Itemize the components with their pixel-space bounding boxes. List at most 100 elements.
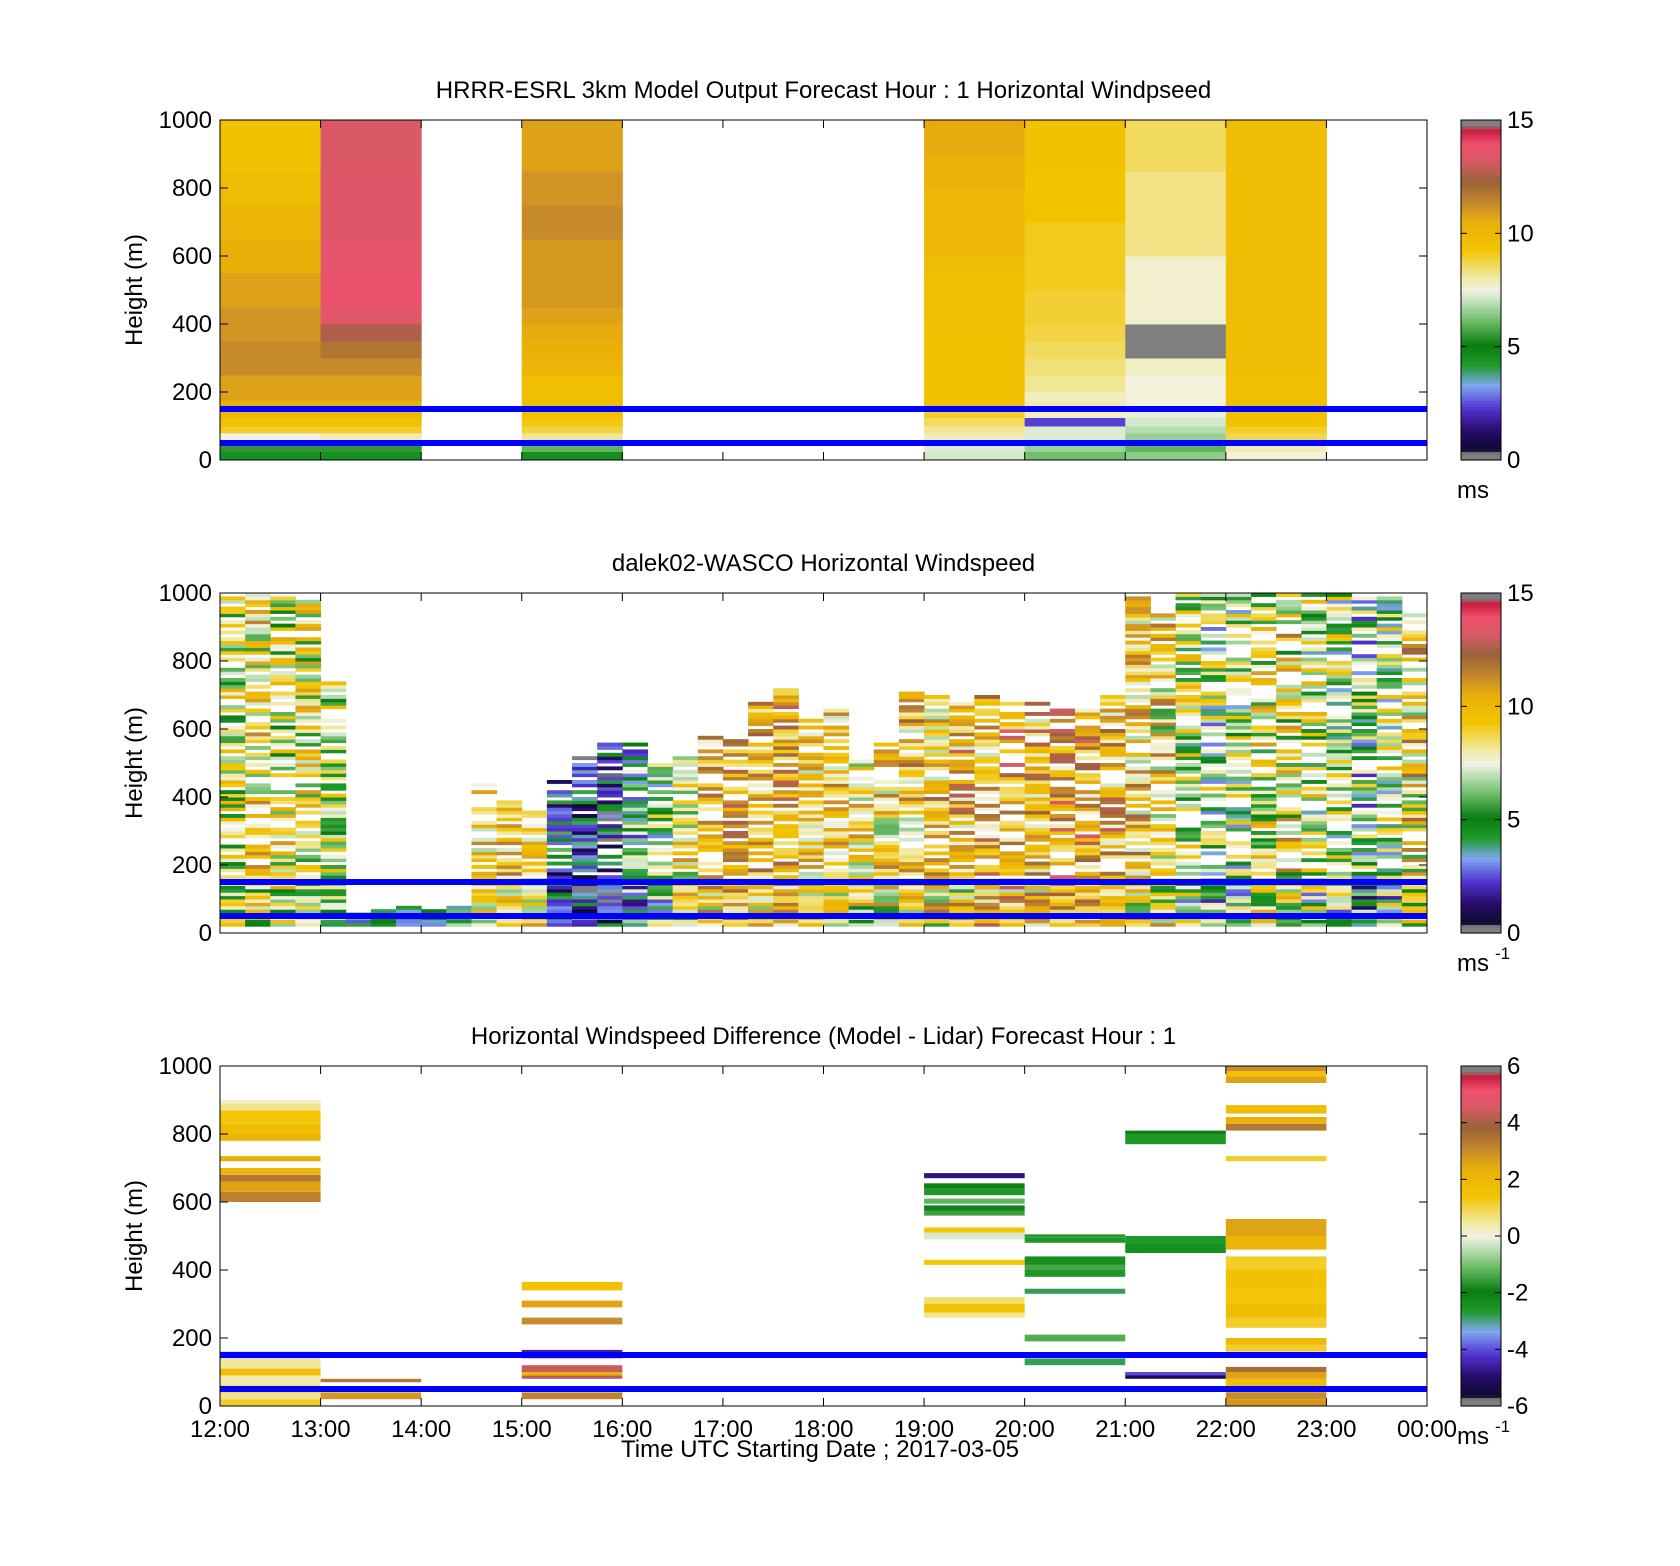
heatmap-cell	[848, 827, 875, 832]
heatmap-cell	[1175, 613, 1202, 618]
heatmap-cell	[773, 892, 799, 897]
heatmap-cell	[1100, 871, 1126, 876]
heatmap-cell	[1376, 732, 1403, 737]
heatmap-cell	[245, 905, 271, 910]
heatmap-cell	[1024, 701, 1051, 706]
colorbar-segment	[1461, 700, 1501, 705]
heatmap-cell	[220, 892, 246, 897]
heatmap-cell	[873, 848, 900, 852]
colorbar-tick-label: 10	[1507, 693, 1534, 720]
heatmap-cell	[1225, 1344, 1327, 1352]
heatmap-cell	[245, 851, 271, 856]
colorbar-segment	[1461, 629, 1501, 634]
heatmap-cell	[748, 701, 774, 706]
heatmap-cell	[597, 892, 623, 897]
colorbar-segment	[1461, 757, 1501, 761]
heatmap-cell	[1276, 814, 1302, 818]
heatmap-cell	[773, 735, 799, 740]
colorbar-segment	[1461, 638, 1501, 642]
heatmap-cell	[546, 899, 573, 903]
heatmap-cell	[245, 657, 271, 662]
heatmap-cell	[1100, 766, 1126, 771]
heatmap-cell	[546, 895, 573, 900]
heatmap-cell	[974, 834, 1001, 839]
heatmap-cell	[1376, 606, 1403, 611]
heatmap-cell	[898, 759, 925, 764]
heatmap-cell	[647, 875, 674, 880]
heatmap-cell	[773, 834, 799, 839]
heatmap-cell	[1100, 698, 1126, 703]
heatmap-cell	[1225, 752, 1252, 757]
colorbar-segment	[1461, 445, 1501, 450]
heatmap-cell	[1301, 722, 1327, 727]
heatmap-cell	[1150, 790, 1177, 795]
heatmap-cell	[597, 837, 623, 842]
colorbar-segment	[1461, 403, 1501, 407]
heatmap-cell	[1024, 892, 1051, 897]
heatmap-cell	[320, 773, 347, 778]
heatmap-cell	[1100, 909, 1126, 914]
heatmap-cell	[245, 831, 271, 835]
colorbar-segment	[1461, 1275, 1501, 1280]
heatmap-cell	[949, 919, 975, 924]
colorbar-segment	[1461, 896, 1501, 900]
heatmap-cell	[999, 722, 1026, 727]
heatmap-cell	[1401, 854, 1428, 859]
heatmap-cell	[220, 375, 322, 401]
heatmap-cell	[873, 759, 900, 764]
heatmap-cell	[220, 749, 246, 754]
heatmap-cell	[1301, 841, 1327, 846]
heatmap-cell	[1074, 756, 1101, 761]
heatmap-cell	[320, 732, 347, 737]
heatmap-cell	[647, 861, 674, 866]
heatmap-cell	[245, 664, 271, 669]
heatmap-cell	[245, 756, 271, 761]
heatmap-cell	[999, 810, 1026, 815]
heatmap-cell	[1125, 773, 1151, 778]
heatmap-cell	[597, 793, 623, 798]
heatmap-cell	[1250, 793, 1277, 798]
heatmap-cell	[521, 1317, 623, 1325]
heatmap-cell	[295, 868, 322, 873]
heatmap-cell	[320, 786, 347, 791]
heatmap-cell	[546, 885, 573, 890]
heatmap-cell	[1401, 637, 1428, 642]
heatmap-cell	[823, 919, 850, 924]
heatmap-cell	[1150, 650, 1177, 655]
heatmap-cell	[622, 783, 648, 788]
heatmap-cell	[949, 725, 975, 730]
heatmap-cell	[546, 820, 573, 825]
heatmap-cell	[1225, 865, 1252, 869]
heatmap-cell	[1125, 426, 1227, 434]
heatmap-cell	[672, 756, 699, 761]
heatmap-cell	[1401, 633, 1428, 638]
heatmap-cell	[1225, 892, 1252, 897]
heatmap-cell	[1200, 667, 1227, 672]
heatmap-cell	[496, 905, 523, 910]
heatmap-cell	[1150, 905, 1177, 910]
heatmap-cell	[748, 722, 774, 727]
heatmap-cell	[1049, 909, 1076, 914]
heatmap-cell	[748, 708, 774, 713]
heatmap-cell	[295, 888, 322, 893]
colorbar-segment	[1461, 661, 1501, 665]
heatmap-cell	[697, 763, 724, 767]
heatmap-cell	[823, 800, 850, 805]
heatmap-cell	[521, 307, 623, 325]
heatmap-cell	[1200, 674, 1227, 679]
heatmap-cell	[873, 780, 900, 784]
heatmap-cell	[974, 797, 1001, 801]
heatmap-cell	[898, 766, 925, 771]
heatmap-cell	[1351, 712, 1378, 716]
heatmap-cell	[1301, 773, 1327, 778]
heatmap-cell	[1351, 790, 1378, 795]
heatmap-cell	[320, 307, 422, 325]
heatmap-cell	[1024, 426, 1126, 441]
heatmap-cell	[572, 902, 598, 907]
heatmap-cell	[949, 769, 975, 774]
heatmap-cell	[622, 909, 648, 914]
heatmap-cell	[1326, 715, 1353, 720]
heatmap-cell	[220, 1174, 321, 1182]
heatmap-cell	[1351, 599, 1378, 604]
heatmap-cell	[1351, 661, 1378, 665]
